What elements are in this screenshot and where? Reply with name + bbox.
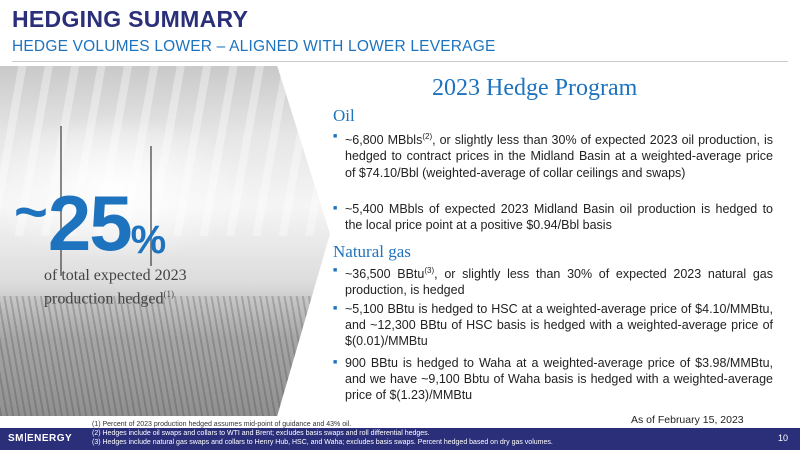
footnote-1: (1) Percent of 2023 production hedged as… bbox=[92, 421, 352, 428]
hedged-percent-highlight: ~25% bbox=[14, 180, 167, 264]
page-subtitle: HEDGE VOLUMES LOWER – ALIGNED WITH LOWER… bbox=[12, 38, 496, 55]
percent-sign: % bbox=[130, 218, 167, 262]
company-logo: SM ENERGY bbox=[8, 433, 72, 444]
footer-bar: SM ENERGY (2) Hedges include oil swaps an… bbox=[0, 428, 800, 450]
natural-gas-heading: Natural gas bbox=[333, 242, 411, 261]
caption-line-2-text: production hedged bbox=[44, 290, 164, 308]
logo-sm: SM bbox=[8, 433, 24, 444]
hedge-program-title: 2023 Hedge Program bbox=[432, 75, 638, 101]
footnote-ref: (3) bbox=[424, 266, 435, 275]
caption-line-1: of total expected 2023 bbox=[44, 267, 187, 284]
footnote-2: (2) Hedges include oil swaps and collars… bbox=[92, 430, 430, 437]
oil-bullet-1-body: , or slightly less than 30% of expected … bbox=[345, 133, 773, 180]
header-divider bbox=[12, 61, 788, 62]
field-ground bbox=[0, 296, 330, 416]
gas-bullet-1-lead: ~36,500 BBtu bbox=[345, 267, 425, 282]
gas-bullet-2: ~5,100 BBtu is hedged to HSC at a weight… bbox=[333, 301, 773, 350]
oil-heading: Oil bbox=[333, 106, 355, 125]
gas-bullet-1-body: , or slightly less than 30% of expected … bbox=[345, 267, 773, 298]
footnote-ref: (2) bbox=[422, 132, 433, 141]
footnote-ref: (1) bbox=[163, 289, 175, 299]
page-number: 10 bbox=[777, 433, 788, 443]
hedged-percent-caption: of total expected 2023 production hedged… bbox=[44, 266, 187, 308]
as-of-date: As of February 15, 2023 bbox=[631, 414, 744, 426]
gas-bullet-3: 900 BBtu is hedged to Waha at a weighted… bbox=[333, 355, 773, 404]
footnote-3: (3) Hedges include natural gas swaps and… bbox=[92, 439, 553, 446]
oil-bullet-1: ~6,800 MBbls(2), or slightly less than 3… bbox=[333, 129, 773, 181]
oilfield-background-image bbox=[0, 66, 330, 416]
page-title: HEDGING SUMMARY bbox=[12, 6, 249, 32]
oil-bullet-2: ~5,400 MBbls of expected 2023 Midland Ba… bbox=[333, 201, 773, 233]
logo-separator bbox=[25, 433, 26, 442]
approx-symbol: ~ bbox=[14, 180, 48, 245]
pole-silhouette bbox=[150, 146, 152, 266]
pole-silhouette bbox=[60, 126, 62, 276]
oil-bullet-1-lead: ~6,800 MBbls bbox=[345, 133, 423, 148]
sky-haze bbox=[0, 66, 330, 236]
hedged-percent-value: 25 bbox=[47, 179, 133, 267]
logo-energy: ENERGY bbox=[27, 433, 73, 444]
gas-bullet-1: ~36,500 BBtu(3), or slightly less than 3… bbox=[333, 263, 773, 299]
caption-line-2: production hedged(1) bbox=[44, 285, 187, 308]
